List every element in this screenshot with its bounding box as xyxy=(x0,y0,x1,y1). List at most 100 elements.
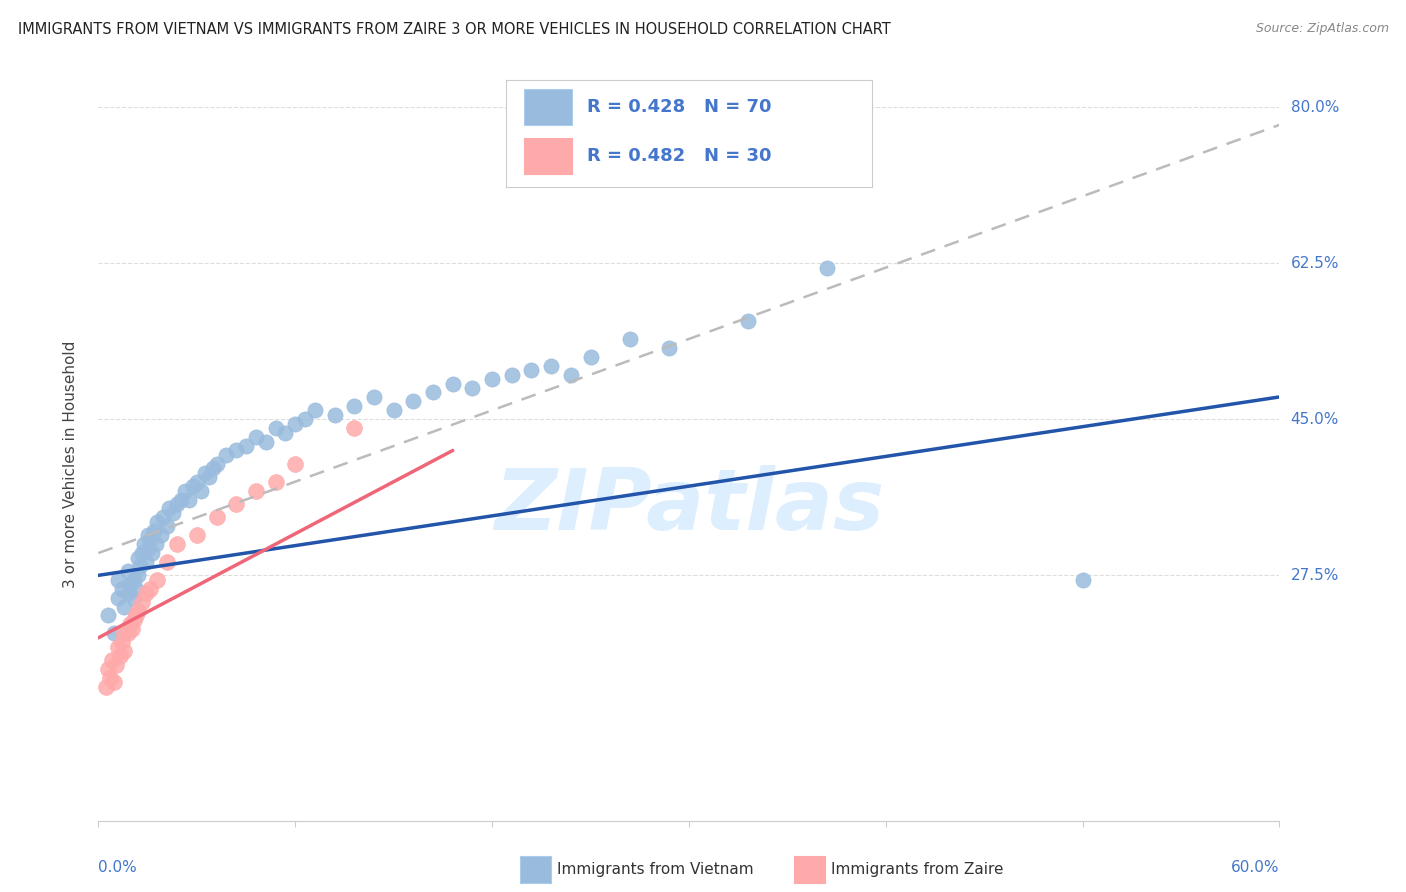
Point xyxy=(205,457,228,471)
Point xyxy=(136,528,159,542)
Point xyxy=(112,599,135,614)
Point xyxy=(181,479,204,493)
Point xyxy=(111,635,134,649)
Point xyxy=(125,582,148,596)
Point xyxy=(170,492,193,507)
Point xyxy=(141,546,163,560)
Point xyxy=(156,555,179,569)
Text: 80.0%: 80.0% xyxy=(1291,100,1339,114)
Point xyxy=(166,497,188,511)
Point xyxy=(117,564,139,578)
Point xyxy=(157,501,180,516)
Point xyxy=(343,399,366,413)
Point xyxy=(162,506,184,520)
Point xyxy=(245,430,267,444)
Point xyxy=(136,541,159,556)
Point xyxy=(146,515,169,529)
Point xyxy=(146,573,169,587)
Point xyxy=(540,359,562,373)
Point xyxy=(402,394,425,409)
Point xyxy=(658,341,681,355)
Point xyxy=(127,568,149,582)
Point xyxy=(441,376,464,391)
FancyBboxPatch shape xyxy=(524,89,572,125)
Point xyxy=(152,510,174,524)
Point xyxy=(118,577,141,591)
Point xyxy=(363,390,385,404)
Text: R = 0.428   N = 70: R = 0.428 N = 70 xyxy=(586,98,770,116)
Point xyxy=(142,524,165,538)
Point xyxy=(128,559,150,574)
Text: IMMIGRANTS FROM VIETNAM VS IMMIGRANTS FROM ZAIRE 3 OR MORE VEHICLES IN HOUSEHOLD: IMMIGRANTS FROM VIETNAM VS IMMIGRANTS FR… xyxy=(18,22,891,37)
Text: Source: ZipAtlas.com: Source: ZipAtlas.com xyxy=(1256,22,1389,36)
Point xyxy=(1071,573,1094,587)
Point xyxy=(186,475,208,489)
Point xyxy=(122,573,145,587)
Point xyxy=(127,604,149,618)
Point xyxy=(284,417,307,431)
Point xyxy=(118,617,141,632)
Point xyxy=(122,613,145,627)
Text: 60.0%: 60.0% xyxy=(1232,860,1279,875)
Point xyxy=(125,608,148,623)
Point xyxy=(156,519,179,533)
Point xyxy=(304,403,326,417)
Point xyxy=(111,582,134,596)
Point xyxy=(101,653,124,667)
Point xyxy=(97,608,120,623)
Point xyxy=(205,510,228,524)
Point xyxy=(103,675,125,690)
Point xyxy=(294,412,316,426)
Point xyxy=(481,372,503,386)
Text: 45.0%: 45.0% xyxy=(1291,412,1339,426)
Point xyxy=(138,533,160,547)
Text: ZIPatlas: ZIPatlas xyxy=(494,465,884,549)
Point xyxy=(520,363,543,377)
Point xyxy=(122,591,145,605)
Point xyxy=(177,492,200,507)
Text: R = 0.482   N = 30: R = 0.482 N = 30 xyxy=(586,147,770,165)
Point xyxy=(117,586,139,600)
Point xyxy=(215,448,238,462)
Text: 0.0%: 0.0% xyxy=(98,860,138,875)
Point xyxy=(98,671,121,685)
Point xyxy=(201,461,224,475)
Point xyxy=(382,403,405,417)
Point xyxy=(121,622,143,636)
Point xyxy=(190,483,212,498)
Point xyxy=(127,550,149,565)
Text: 62.5%: 62.5% xyxy=(1291,256,1339,270)
Point xyxy=(97,662,120,676)
Point xyxy=(461,381,484,395)
Point xyxy=(560,368,582,382)
Point xyxy=(131,595,153,609)
Point xyxy=(197,470,219,484)
Point xyxy=(103,626,125,640)
Point xyxy=(112,626,135,640)
Point xyxy=(107,591,129,605)
Point xyxy=(112,644,135,658)
Point xyxy=(174,483,197,498)
Point xyxy=(284,457,307,471)
FancyBboxPatch shape xyxy=(524,138,572,175)
Point xyxy=(225,443,247,458)
Text: 27.5%: 27.5% xyxy=(1291,568,1339,582)
Point xyxy=(186,528,208,542)
Point xyxy=(117,626,139,640)
Point xyxy=(107,640,129,654)
Point xyxy=(815,260,838,275)
Point xyxy=(96,680,118,694)
Point xyxy=(194,466,217,480)
Point xyxy=(579,350,602,364)
Point xyxy=(108,648,131,663)
Point xyxy=(138,582,160,596)
Point xyxy=(245,483,267,498)
Point xyxy=(135,586,157,600)
Point xyxy=(145,537,167,551)
Point xyxy=(264,421,287,435)
Point xyxy=(501,368,523,382)
Point xyxy=(107,573,129,587)
Point xyxy=(105,657,128,672)
Y-axis label: 3 or more Vehicles in Household: 3 or more Vehicles in Household xyxy=(63,340,77,588)
Point xyxy=(166,537,188,551)
